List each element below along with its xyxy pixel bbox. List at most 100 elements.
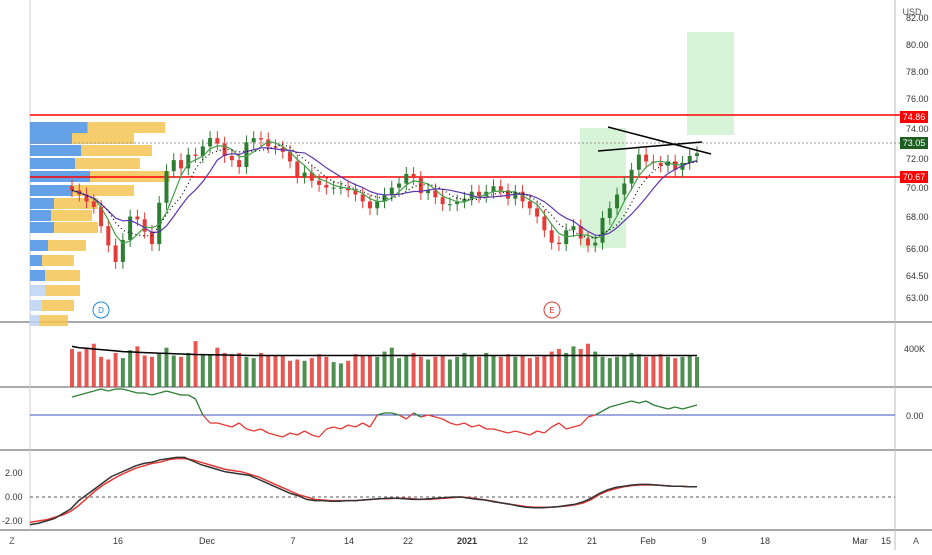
candle-body (113, 245, 118, 262)
volume-profile-bar (30, 222, 54, 233)
volume-axis-label: 400K (904, 344, 925, 354)
indicator-segment (129, 390, 138, 394)
candle-body (367, 201, 372, 209)
candle-body (629, 169, 634, 184)
last-price-label: 73.05 (900, 137, 928, 149)
candle-body (571, 226, 576, 231)
event-marker-d[interactable]: D (92, 301, 110, 319)
event-marker-e[interactable]: E (543, 301, 561, 319)
candle-body (447, 204, 452, 206)
resistance-label: 74.86 (900, 111, 928, 123)
candle-body (658, 162, 663, 166)
volume-bar (622, 355, 627, 387)
corner-right-label[interactable]: A (913, 536, 919, 546)
candle-body (622, 183, 627, 195)
volume-bar (585, 343, 590, 387)
indicator-segment (587, 414, 596, 418)
candle-body (455, 201, 460, 205)
volume-bar (469, 355, 474, 387)
candle-body (251, 138, 256, 143)
volume-bar (695, 356, 699, 387)
volume-bar (673, 358, 678, 387)
indicator-segment (260, 428, 269, 434)
volume-bar (462, 352, 467, 387)
candle-body (91, 201, 96, 207)
candle-body (687, 155, 692, 163)
currency-label[interactable]: USD (902, 7, 922, 17)
volume-bar (229, 354, 234, 387)
indicator-segment (318, 428, 327, 438)
indicator-segment (645, 400, 654, 406)
volume-bar (193, 341, 198, 387)
indicator-segment (689, 404, 698, 408)
volume-profile-bar (81, 145, 152, 156)
volume-bar (288, 360, 293, 387)
candle-body (389, 187, 394, 195)
volume-bar (513, 356, 518, 387)
volume-bar (258, 352, 263, 387)
candle-body (346, 187, 351, 191)
indicator-segment (340, 424, 349, 430)
volume-bar (440, 355, 445, 387)
indicator-segment (580, 416, 589, 426)
indicator-segment (631, 400, 640, 404)
indicator-segment (304, 430, 313, 436)
volume-bar (215, 347, 220, 387)
candle-body (382, 194, 387, 202)
volume-bar (418, 356, 423, 387)
volume-profile-bar (54, 222, 98, 233)
candle-body (317, 180, 322, 185)
candle-body (70, 186, 74, 191)
volume-profile-bar (30, 145, 81, 156)
candle-body (498, 186, 503, 191)
y-tick-label: 63.00 (906, 293, 929, 303)
indicator-segment (238, 422, 247, 430)
candle-body (644, 154, 649, 162)
candle-body (193, 154, 198, 156)
indicator-segment (246, 428, 254, 432)
volume-bar (549, 351, 554, 387)
candle-body (549, 230, 554, 243)
volume-bar (578, 348, 583, 387)
indicator-segment (86, 390, 94, 394)
volume-bar (665, 356, 670, 387)
indicator-segment (515, 430, 523, 434)
candle-body (309, 172, 314, 181)
y-tick-label: 68.00 (906, 212, 929, 222)
indicator-segment (275, 434, 283, 438)
indicator-segment (442, 418, 451, 424)
y-tick-label: 80.00 (906, 40, 929, 50)
indicator-segment (405, 412, 414, 420)
y-tick-label: 72.00 (906, 154, 929, 164)
volume-profile-bar (45, 270, 80, 281)
volume-bar (186, 352, 191, 387)
candle-body (593, 242, 598, 246)
event-marker-d-circle[interactable] (92, 301, 110, 319)
indicator-segment (100, 388, 109, 392)
volume-bar (629, 352, 634, 387)
indicator-segment (166, 390, 174, 394)
corner-left-label[interactable]: Z (9, 536, 15, 546)
volume-bar (455, 356, 460, 387)
x-tick-label: Dec (199, 536, 216, 546)
volume-bar (317, 354, 322, 387)
volume-bar (484, 352, 489, 387)
indicator-segment (653, 404, 661, 408)
event-marker-e-circle[interactable] (543, 301, 561, 319)
volume-bar (237, 352, 242, 387)
volume-profile-bar (30, 315, 39, 326)
target-box-right (687, 32, 734, 135)
candle-body (695, 153, 699, 156)
volume-profile-bar (72, 185, 134, 196)
volume-profile-bar (30, 240, 48, 251)
volume-bar (527, 358, 532, 387)
indicator-segment (224, 424, 233, 428)
candle-body (513, 191, 518, 199)
candle-body (106, 226, 111, 246)
indicator-segment (144, 392, 153, 396)
candle-body (120, 239, 125, 262)
last-price-label-bg (900, 137, 928, 149)
indicator-segment (536, 430, 545, 434)
x-tick-label: 12 (518, 536, 528, 546)
